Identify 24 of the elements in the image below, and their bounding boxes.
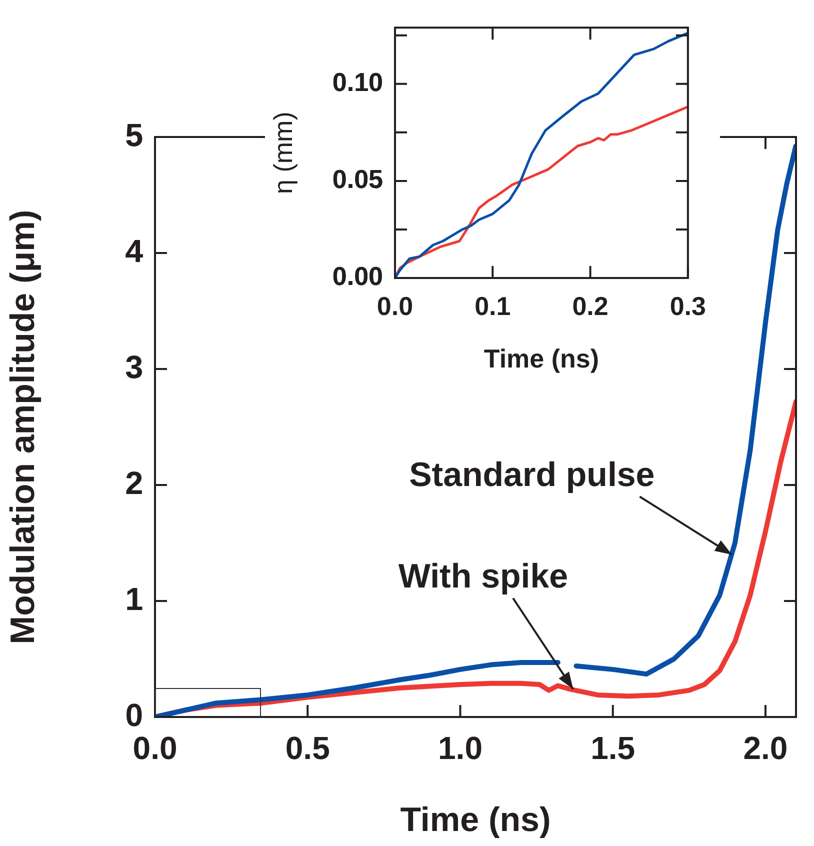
x-tick-label: 0.5 <box>285 730 330 766</box>
y-axis-title: Modulation amplitude (μm) <box>4 210 42 644</box>
annotation: With spike <box>398 558 568 596</box>
x-axis-title: Time (ns) <box>484 344 600 374</box>
y-tick-label: 1 <box>125 580 143 617</box>
x-tick-label: 0.1 <box>474 290 511 321</box>
x-tick-label: 0.3 <box>670 290 706 321</box>
x-tick-label: 0.0 <box>132 730 178 766</box>
x-tick-label: 1.0 <box>438 730 482 766</box>
y-tick-label: 0.10 <box>332 67 383 98</box>
x-tick-label: 0.0 <box>376 290 414 321</box>
y-tick-label: 2 <box>125 464 143 501</box>
x-tick-label: 2.0 <box>743 730 788 766</box>
x-axis-title: Time (ns) <box>400 800 551 839</box>
y-tick-label: 0 <box>125 696 143 733</box>
annotation: Standard pulse <box>409 456 655 494</box>
x-tick-label: 0.2 <box>572 290 608 321</box>
y-tick-label: 0.05 <box>332 164 383 194</box>
x-tick-label: 1.5 <box>590 730 636 766</box>
y-tick-label: 4 <box>125 232 144 269</box>
y-tick-label: 3 <box>125 348 143 385</box>
y-axis-title: η (mm) <box>268 112 298 194</box>
y-tick-label: 5 <box>125 116 143 153</box>
y-tick-label: 0.00 <box>332 261 383 292</box>
